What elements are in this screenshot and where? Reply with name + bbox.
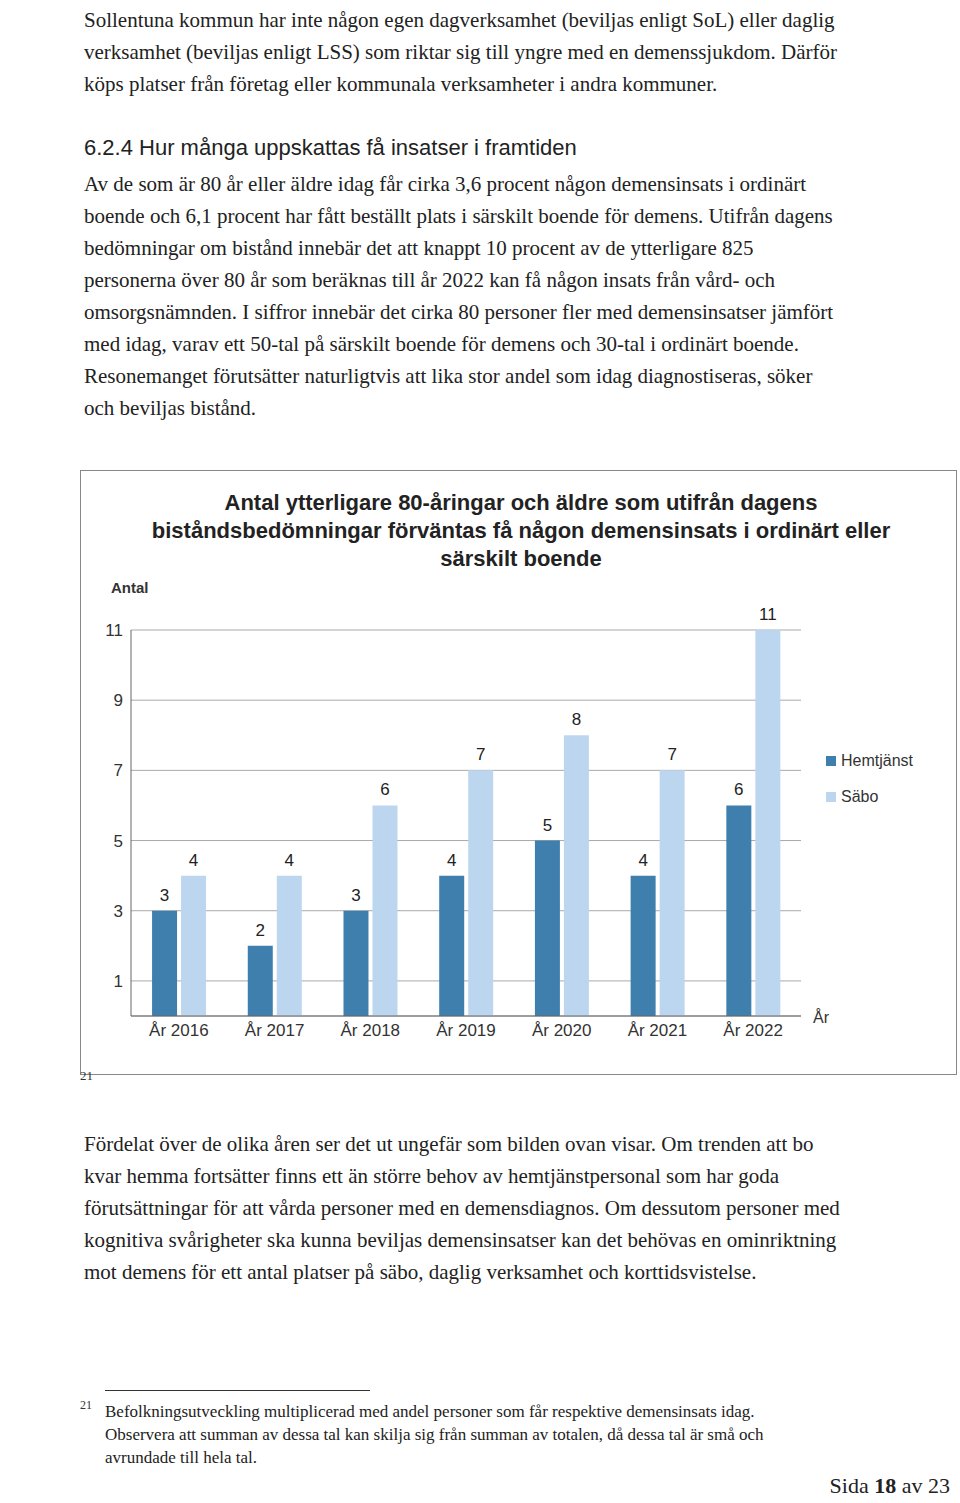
- html-text:6.2.4 Hur många uppskattas få: 6.2.4 Hur många uppskattas få insatser i…: [84, 135, 577, 160]
- svg-text:4: 4: [638, 851, 647, 870]
- html-text:med idag, varav ett 50-tal på: med idag, varav ett 50-tal på särskilt b…: [84, 332, 799, 356]
- svg-text:3: 3: [160, 886, 169, 905]
- svg-text:År 2017: År 2017: [245, 1021, 305, 1040]
- html-text:omsorgsnämnden. I siffror inne: omsorgsnämnden. I siffror innebär det ci…: [84, 300, 834, 324]
- svg-text:9: 9: [114, 691, 123, 710]
- html-text:förutsättningar för att vårda: förutsättningar för att vårda personer m…: [84, 1196, 840, 1220]
- svg-text:År 2020: År 2020: [532, 1021, 592, 1040]
- svg-text:År 2021: År 2021: [628, 1021, 688, 1040]
- html-text:personerna över 80 år som berä: personerna över 80 år som beräknas till …: [84, 268, 775, 292]
- svg-text:1: 1: [114, 972, 123, 991]
- html-text:kognitiva svårigheter ska kunn: kognitiva svårigheter ska kunna beviljas…: [84, 1228, 837, 1252]
- html-text:Sollentuna kommun har inte någ: Sollentuna kommun har inte någon egen da…: [84, 8, 835, 32]
- svg-text:År 2022: År 2022: [723, 1021, 783, 1040]
- html-text:21: 21: [80, 1068, 93, 1083]
- html-text:boende och 6,1 procent har fåt: boende och 6,1 procent har fått beställt…: [84, 204, 833, 228]
- html-text:avrundade till hela tal.: avrundade till hela tal.: [105, 1448, 257, 1467]
- html-text:verksamhet (beviljas enligt LS: verksamhet (beviljas enligt LSS) som rik…: [84, 40, 837, 64]
- svg-text:2: 2: [256, 921, 265, 940]
- svg-text:5: 5: [543, 816, 552, 835]
- svg-text:11: 11: [105, 621, 123, 640]
- svg-text:4: 4: [189, 851, 198, 870]
- html-text:mot demens för ett antal plats: mot demens för ett antal platser på säbo…: [84, 1260, 757, 1284]
- html-text:Säbo: Säbo: [841, 788, 879, 805]
- html-text:21: 21: [80, 1398, 92, 1412]
- svg-text:År 2019: År 2019: [436, 1021, 496, 1040]
- html-text:Hemtjänst: Hemtjänst: [841, 752, 913, 769]
- html-text:Fördelat över de olika åren se: Fördelat över de olika åren ser det ut u…: [84, 1132, 814, 1156]
- svg-text:4: 4: [447, 851, 456, 870]
- html-text:Resonemanget förutsätter natur: Resonemanget förutsätter naturligtvis at…: [84, 364, 813, 388]
- html-text:köps platser från företag elle: köps platser från företag eller kommunal…: [84, 72, 718, 96]
- svg-text:8: 8: [572, 710, 581, 729]
- html-text:Av de som är 80 år eller äldre: Av de som är 80 år eller äldre idag får …: [84, 172, 807, 196]
- html-text:Sida 18 av 23: Sida 18 av 23: [829, 1473, 950, 1498]
- html-text:Antal ytterligare 80-åringar o: Antal ytterligare 80-åringar och äldre s…: [151, 490, 891, 571]
- html-text:Antal: Antal: [111, 579, 149, 596]
- svg-text:7: 7: [114, 761, 123, 780]
- svg-text:11: 11: [759, 605, 777, 624]
- svg-text:År 2018: År 2018: [341, 1021, 401, 1040]
- html-text:År: År: [813, 1009, 829, 1026]
- html-text:Observera att summan av dessa: Observera att summan av dessa tal kan sk…: [105, 1425, 764, 1444]
- html-text:kvar hemma fortsätter finns et: kvar hemma fortsätter finns ett än störr…: [84, 1164, 780, 1188]
- svg-text:6: 6: [734, 780, 743, 799]
- svg-text:3: 3: [351, 886, 360, 905]
- svg-text:År 2016: År 2016: [149, 1021, 209, 1040]
- svg-text:7: 7: [667, 745, 676, 764]
- svg-text:7: 7: [476, 745, 485, 764]
- html-text:och beviljas bistånd.: och beviljas bistånd.: [84, 396, 257, 420]
- svg-text:5: 5: [114, 832, 123, 851]
- svg-text:6: 6: [380, 780, 389, 799]
- html-text:bedömningar om bistånd innebär: bedömningar om bistånd innebär det att k…: [84, 236, 754, 260]
- svg-text:3: 3: [114, 902, 123, 921]
- svg-text:4: 4: [285, 851, 294, 870]
- html-text:Befolkningsutveckling multipli: Befolkningsutveckling multiplicerad med …: [105, 1402, 755, 1421]
